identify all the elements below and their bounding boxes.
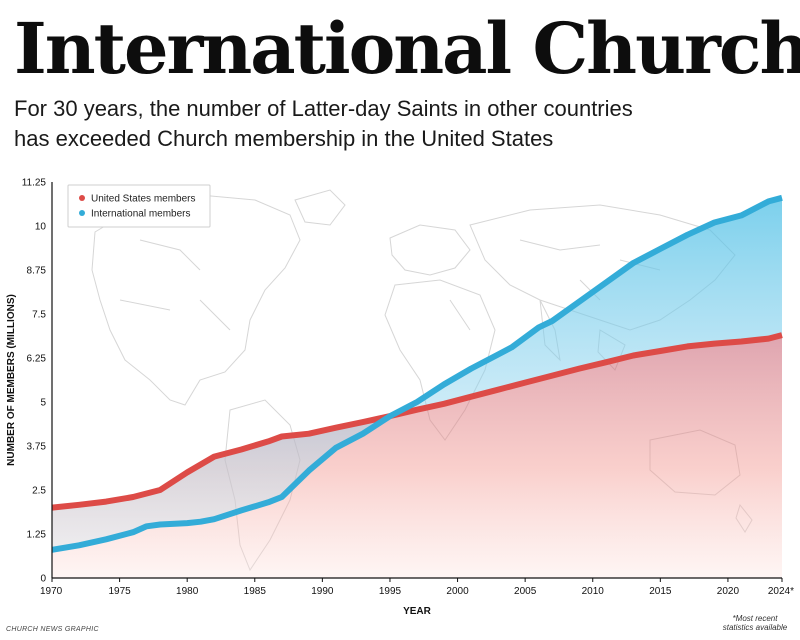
y-tick-label: 7.5 xyxy=(32,310,46,321)
international-members-line xyxy=(51,194,783,553)
y-tick-label: 11.25 xyxy=(22,178,47,189)
x-tick-label: 1980 xyxy=(176,586,199,597)
y-tick-label: 5 xyxy=(40,398,46,409)
x-tick-label: 1990 xyxy=(311,586,334,597)
y-axis-label: NUMBER OF MEMBERS (MILLIONS) xyxy=(6,294,17,466)
legend-marker-us xyxy=(79,195,85,201)
footnote: *Most recent statistics available xyxy=(710,614,800,632)
footnote-line: statistics available xyxy=(722,623,788,632)
x-tick-label: 1995 xyxy=(379,586,402,597)
legend-label-us: United States members xyxy=(91,194,196,205)
x-tick-label: 1975 xyxy=(108,586,131,597)
y-tick-label: 10 xyxy=(35,222,47,233)
chart-subtitle: For 30 years, the number of Latter-day S… xyxy=(14,94,784,154)
us-members-line xyxy=(51,332,783,511)
x-tick-label: 1985 xyxy=(244,586,267,597)
x-tick-label: 2015 xyxy=(649,586,672,597)
international-area-fill xyxy=(52,197,782,550)
x-tick-label: 2020 xyxy=(717,586,740,597)
y-tick-label: 8.75 xyxy=(27,266,47,277)
footnote-line: *Most recent xyxy=(732,614,778,623)
x-tick-label: 2000 xyxy=(446,586,469,597)
y-tick-label: 2.5 xyxy=(32,486,46,497)
legend-marker-international xyxy=(79,210,85,216)
x-axis-label: YEAR xyxy=(403,606,432,617)
x-tick-label: 2005 xyxy=(514,586,537,597)
y-tick-label: 1.25 xyxy=(27,530,47,541)
y-tick-label: 3.75 xyxy=(27,442,47,453)
subtitle-line: For 30 years, the number of Latter-day S… xyxy=(14,96,633,121)
y-tick-label: 6.25 xyxy=(27,354,47,365)
legend-label-international: International members xyxy=(91,209,191,220)
x-tick-label: 2010 xyxy=(582,586,605,597)
graphic-credit: CHURCH NEWS GRAPHIC xyxy=(6,626,99,633)
x-tick-label: 1970 xyxy=(40,586,63,597)
chart-legend: United States members International memb… xyxy=(67,184,211,228)
x-tick-label: 2024* xyxy=(768,586,794,597)
chart-title: International Church xyxy=(14,7,800,90)
y-tick-label: 0 xyxy=(40,574,46,585)
subtitle-line: has exceeded Church membership in the Un… xyxy=(14,126,554,151)
us-area-fill xyxy=(52,335,782,578)
